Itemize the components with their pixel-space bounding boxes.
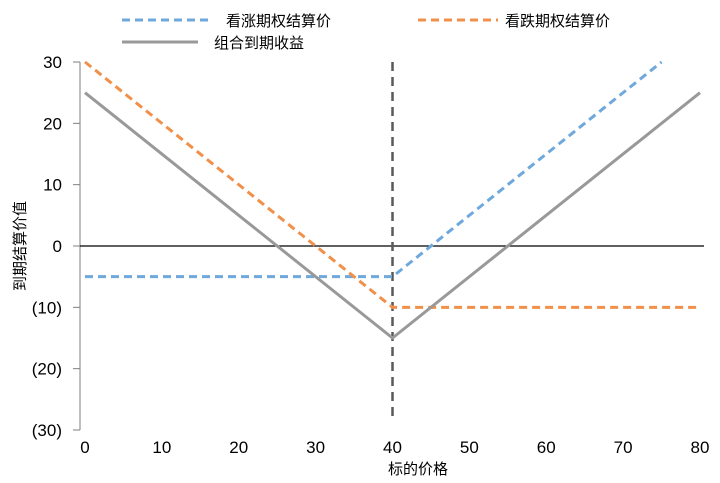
x-tick-labels: 0 10 20 30 40 50 60 70 80 — [80, 438, 709, 457]
legend: 看涨期权结算价 看跌期权结算价 组合到期收益 — [122, 12, 610, 52]
y-axis-title: 到期结算价值 — [11, 201, 29, 291]
legend-label-call: 看涨期权结算价 — [226, 12, 331, 30]
y-tick-label: (20) — [32, 360, 62, 379]
y-tick-marks — [73, 61, 80, 431]
x-tick-label: 60 — [537, 438, 556, 457]
y-tick-label: (10) — [32, 298, 62, 317]
y-tick-label: 0 — [53, 237, 62, 256]
x-tick-label: 70 — [614, 438, 633, 457]
x-tick-label: 0 — [80, 438, 89, 457]
legend-item-call: 看涨期权结算价 — [122, 12, 331, 30]
y-tick-label: (30) — [32, 421, 62, 440]
legend-item-put: 看跌期权结算价 — [418, 12, 610, 30]
legend-item-combo: 组合到期收益 — [122, 34, 304, 52]
y-tick-label: 10 — [43, 176, 62, 195]
x-axis-title: 标的价格 — [388, 460, 448, 478]
series-line-combo — [84, 91, 701, 340]
x-tick-label: 20 — [229, 438, 248, 457]
y-tick-label: 20 — [43, 114, 62, 133]
x-tick-label: 30 — [306, 438, 325, 457]
series-line-call — [85, 60, 663, 279]
y-tick-label: 30 — [43, 53, 62, 72]
x-tick-label: 10 — [152, 438, 171, 457]
x-tick-label: 50 — [460, 438, 479, 457]
legend-label-combo: 组合到期收益 — [214, 34, 304, 52]
legend-label-put: 看跌期权结算价 — [505, 12, 610, 30]
y-tick-labels: 30 20 10 0 (10) (20) (30) — [32, 53, 62, 440]
x-tick-label: 80 — [691, 438, 710, 457]
series-layer — [84, 60, 701, 340]
series-line-put — [84, 60, 700, 309]
x-tick-label: 40 — [383, 438, 402, 457]
axes — [73, 61, 704, 431]
